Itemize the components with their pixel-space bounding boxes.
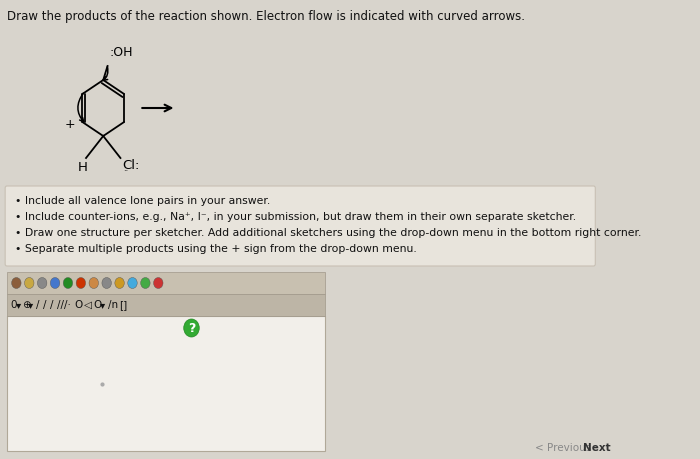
- Circle shape: [63, 278, 73, 289]
- Bar: [7, 272, 326, 294]
- Text: • Separate multiple products using the + sign from the drop-down menu.: • Separate multiple products using the +…: [15, 244, 417, 254]
- Text: /: /: [43, 300, 46, 310]
- Text: Cl:: Cl:: [122, 159, 139, 172]
- Text: ⊕: ⊕: [22, 300, 31, 310]
- Text: //: //: [57, 300, 64, 310]
- Text: ◁: ◁: [84, 300, 92, 310]
- Circle shape: [127, 278, 137, 289]
- FancyArrowPatch shape: [78, 93, 84, 122]
- Text: • Include counter-ions, e.g., Na⁺, I⁻, in your submission, but draw them in thei: • Include counter-ions, e.g., Na⁺, I⁻, i…: [15, 212, 577, 222]
- Text: ▾: ▾: [27, 300, 33, 310]
- Text: O: O: [74, 300, 82, 310]
- Circle shape: [50, 278, 60, 289]
- Text: Draw the products of the reaction shown. Electron flow is indicated with curved : Draw the products of the reaction shown.…: [7, 10, 525, 23]
- Circle shape: [141, 278, 150, 289]
- FancyArrowPatch shape: [104, 67, 108, 80]
- Circle shape: [115, 278, 125, 289]
- Circle shape: [102, 278, 111, 289]
- Text: • Draw one structure per sketcher. Add additional sketchers using the drop-down : • Draw one structure per sketcher. Add a…: [15, 228, 642, 238]
- Text: ▾: ▾: [100, 300, 105, 310]
- Circle shape: [153, 278, 163, 289]
- Text: ··: ··: [123, 167, 128, 176]
- Text: O: O: [93, 300, 102, 310]
- Text: :OH: :OH: [109, 46, 133, 59]
- Text: []: []: [119, 300, 127, 310]
- Text: /n: /n: [108, 300, 118, 310]
- Text: /·: /·: [64, 300, 71, 310]
- Text: Next: Next: [583, 443, 611, 453]
- Bar: [7, 316, 326, 451]
- Text: 0: 0: [10, 300, 17, 310]
- Text: /: /: [50, 300, 53, 310]
- Circle shape: [89, 278, 99, 289]
- Circle shape: [25, 278, 34, 289]
- Text: < Previous: < Previous: [535, 443, 591, 453]
- Text: ▾: ▾: [15, 300, 21, 310]
- Circle shape: [76, 278, 85, 289]
- Text: H: H: [78, 161, 88, 174]
- Text: ?: ?: [188, 321, 195, 335]
- Circle shape: [37, 278, 47, 289]
- Text: • Include all valence lone pairs in your answer.: • Include all valence lone pairs in your…: [15, 196, 271, 206]
- Text: +: +: [65, 118, 76, 130]
- Text: /: /: [36, 300, 40, 310]
- Circle shape: [12, 278, 21, 289]
- FancyBboxPatch shape: [5, 186, 595, 266]
- Circle shape: [183, 319, 199, 337]
- Bar: [7, 294, 326, 316]
